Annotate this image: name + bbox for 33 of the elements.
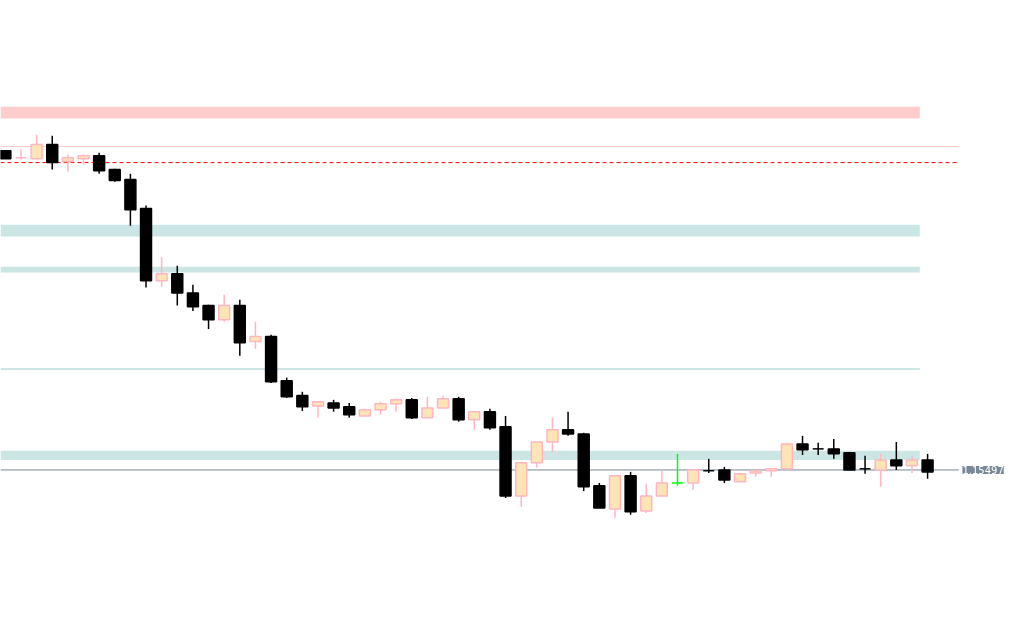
candlestick [249, 320, 262, 350]
candlestick [561, 410, 575, 437]
candlestick [92, 151, 106, 175]
candlestick [827, 438, 841, 460]
candlestick [546, 417, 559, 453]
candlestick [655, 469, 669, 497]
candlestick [811, 442, 825, 456]
candlestick [202, 304, 215, 330]
candlestick [921, 453, 934, 480]
candlestick [171, 264, 184, 307]
candlestick [311, 401, 325, 419]
candlestick [186, 284, 200, 312]
candlestick [30, 133, 43, 160]
candlestick [61, 153, 75, 173]
candlestick [686, 469, 700, 491]
candlestick [671, 453, 684, 487]
candlestick [296, 391, 309, 412]
candlestick [890, 441, 903, 471]
candlestick [155, 256, 168, 288]
candlestick [874, 453, 887, 488]
candlestick [796, 435, 809, 456]
candlestick [217, 294, 231, 323]
candlestick [858, 455, 872, 475]
candlestick [452, 396, 465, 423]
candlestick [46, 135, 59, 171]
text: 1.15497 [962, 464, 1004, 476]
candlestick [280, 376, 293, 399]
candlestick [405, 397, 418, 420]
candlestick [593, 482, 606, 509]
candlestick [530, 441, 544, 469]
candlestick [421, 396, 434, 419]
candlestick [483, 407, 497, 431]
candlestick [640, 483, 653, 514]
